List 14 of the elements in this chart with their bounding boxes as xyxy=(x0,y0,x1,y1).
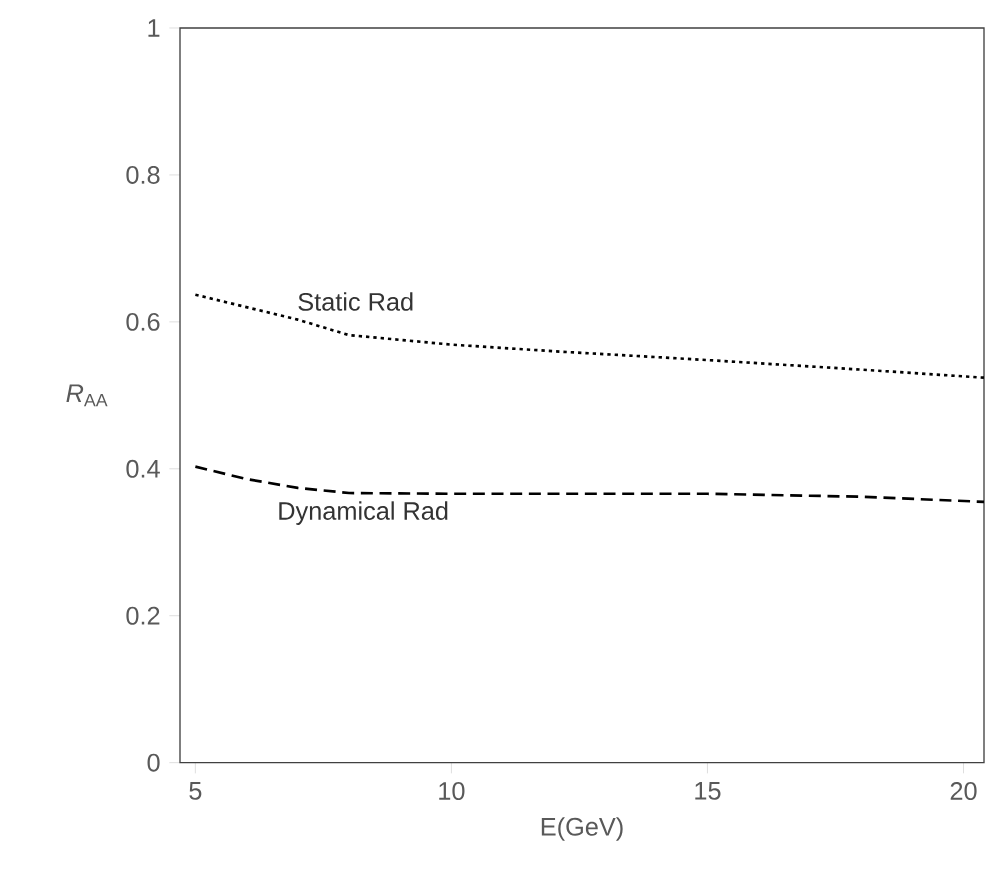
x-tick-label: 5 xyxy=(189,781,202,800)
y-tick-label: 0.2 xyxy=(126,606,160,625)
x-tick-label: 15 xyxy=(695,781,721,800)
x-tick-label: 20 xyxy=(950,781,977,800)
y-tick-label: 0.8 xyxy=(126,165,160,184)
y-tick-label: 0.6 xyxy=(126,312,160,331)
series-label: Dynamical Rad xyxy=(279,501,448,525)
x-tick-label: 10 xyxy=(439,781,465,800)
y-axis-title: R$_{AA}$ xyxy=(66,384,108,407)
y-tick-label: 0.4 xyxy=(126,459,160,478)
y-tick-label: 1 xyxy=(148,19,160,37)
series-label: Static Rad xyxy=(298,292,413,311)
x-axis-title: E(GeV) xyxy=(541,816,623,841)
y-tick-label: 0 xyxy=(147,753,160,772)
